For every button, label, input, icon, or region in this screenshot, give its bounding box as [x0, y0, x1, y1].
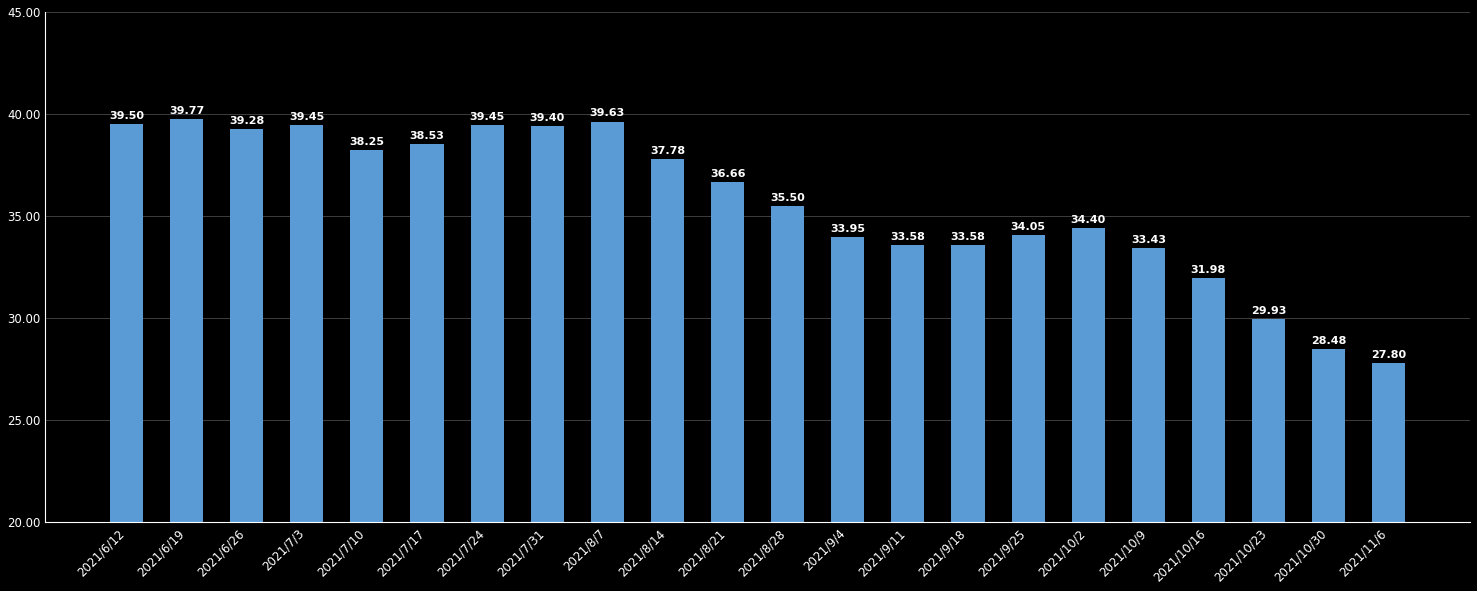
Text: 37.78: 37.78	[650, 146, 685, 156]
Text: 39.40: 39.40	[530, 113, 564, 123]
Bar	[411, 144, 443, 522]
Bar	[350, 150, 384, 522]
Text: 27.80: 27.80	[1371, 350, 1406, 360]
Text: 29.93: 29.93	[1251, 306, 1286, 316]
Bar	[651, 160, 684, 522]
Text: 39.77: 39.77	[168, 106, 204, 116]
Text: 38.53: 38.53	[409, 131, 445, 141]
Text: 39.50: 39.50	[109, 111, 143, 121]
Bar	[1372, 363, 1405, 522]
Text: 39.28: 39.28	[229, 116, 264, 126]
Bar	[951, 245, 985, 522]
Text: 33.43: 33.43	[1131, 235, 1165, 245]
Bar	[1131, 248, 1165, 522]
Bar	[1312, 349, 1346, 522]
Text: 39.45: 39.45	[289, 112, 325, 122]
Text: 33.95: 33.95	[830, 225, 866, 235]
Bar	[591, 122, 623, 522]
Text: 36.66: 36.66	[710, 169, 746, 179]
Text: 28.48: 28.48	[1312, 336, 1347, 346]
Bar	[710, 182, 744, 522]
Text: 34.40: 34.40	[1071, 215, 1106, 225]
Text: 35.50: 35.50	[771, 193, 805, 203]
Bar	[471, 125, 504, 522]
Text: 34.05: 34.05	[1010, 222, 1046, 232]
Bar	[109, 124, 143, 522]
Bar	[291, 125, 323, 522]
Text: 33.58: 33.58	[891, 232, 925, 242]
Text: 31.98: 31.98	[1190, 265, 1226, 275]
Bar	[891, 245, 925, 522]
Bar	[1012, 235, 1044, 522]
Text: 39.45: 39.45	[470, 112, 505, 122]
Bar	[530, 126, 564, 522]
Bar	[1252, 320, 1285, 522]
Bar	[170, 119, 204, 522]
Text: 33.58: 33.58	[951, 232, 985, 242]
Bar	[1192, 278, 1224, 522]
Bar	[1072, 228, 1105, 522]
Bar	[771, 206, 803, 522]
Bar	[230, 129, 263, 522]
Text: 38.25: 38.25	[350, 137, 384, 147]
Bar	[832, 238, 864, 522]
Text: 39.63: 39.63	[589, 109, 625, 118]
